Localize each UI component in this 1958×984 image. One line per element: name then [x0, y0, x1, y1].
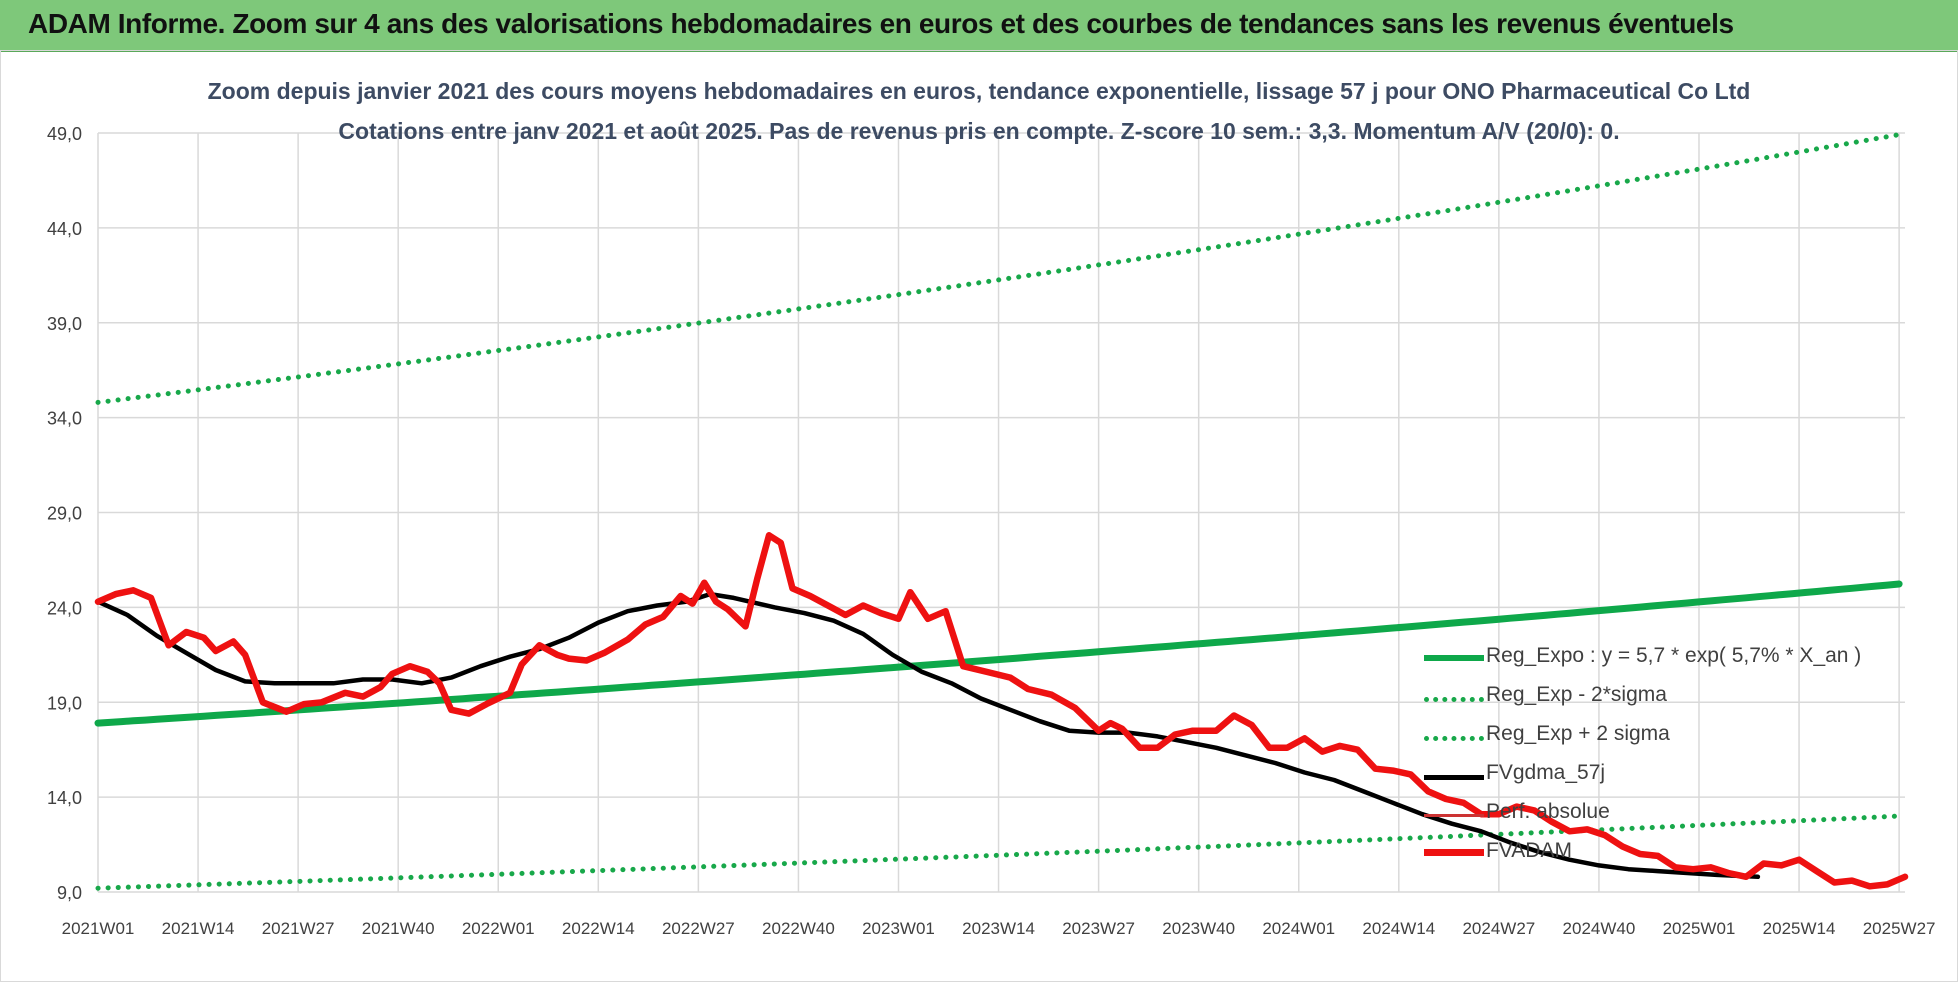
legend-swatch-fvgdma	[1424, 775, 1484, 780]
legend-swatch-reg-expo	[1424, 655, 1484, 661]
legend-label-perf: Perf. absolue	[1486, 800, 1610, 823]
x-tick-label: 2025W01	[1663, 919, 1736, 938]
x-tick-label: 2021W40	[362, 919, 435, 938]
y-tick-label: 19,0	[47, 693, 82, 713]
series-line-band-2	[95, 132, 1902, 405]
series-lines	[94, 132, 1909, 891]
y-tick-label: 44,0	[47, 219, 82, 239]
chart-grid	[97, 132, 1905, 893]
chart-subtitle: Cotations entre janv 2021 et août 2025. …	[338, 118, 1620, 144]
y-tick-label: 14,0	[47, 788, 82, 808]
x-tick-label: 2024W40	[1563, 919, 1636, 938]
x-tick-label: 2023W14	[962, 919, 1035, 938]
x-tick-label: 2022W27	[662, 919, 735, 938]
y-tick-label: 34,0	[47, 409, 82, 429]
x-tick-label: 2023W01	[862, 919, 935, 938]
y-axis-ticks: 9,0 14,0 19,0 24,0 29,0 34,0 39,0 44,0 49,0	[47, 124, 82, 903]
x-tick-label: 2025W14	[1763, 919, 1836, 938]
y-tick-label: 9,0	[57, 883, 82, 903]
legend-label-reg-plus: Reg_Exp + 2 sigma	[1486, 722, 1670, 745]
series-line-band-1	[95, 813, 1902, 891]
legend-label-reg-minus: Reg_Exp - 2*sigma	[1486, 683, 1667, 706]
legend-label-reg-expo: Reg_Expo : y = 5,7 * exp( 5,7% * X_an )	[1486, 644, 1862, 667]
x-tick-label: 2024W27	[1462, 919, 1535, 938]
x-tick-label: 2021W14	[162, 919, 235, 938]
legend-swatch-perf	[1424, 814, 1484, 817]
x-tick-label: 2022W01	[462, 919, 535, 938]
legend-swatch-reg-minus	[1424, 697, 1484, 702]
x-tick-label: 2024W01	[1262, 919, 1335, 938]
legend-swatch-reg-plus	[1424, 736, 1484, 741]
x-tick-label: 2022W14	[562, 919, 635, 938]
chart-title: Zoom depuis janvier 2021 des cours moyen…	[207, 78, 1751, 104]
x-axis-ticks: 2021W01 2021W14 2021W27 2021W40 2022W01 2022W…	[62, 919, 1936, 938]
x-tick-label: 2024W14	[1362, 919, 1435, 938]
x-tick-label: 2025W27	[1863, 919, 1936, 938]
y-tick-label: 39,0	[47, 314, 82, 334]
report-banner: ADAM Informe. Zoom sur 4 ans des valoris…	[0, 0, 1958, 52]
x-tick-label: 2022W40	[762, 919, 835, 938]
y-tick-label: 49,0	[47, 124, 82, 144]
report-title: ADAM Informe. Zoom sur 4 ans des valoris…	[28, 8, 1734, 39]
legend-swatch-fvadam	[1424, 849, 1484, 856]
x-tick-label: 2023W27	[1062, 919, 1135, 938]
series-line-fvg-3	[95, 591, 1761, 880]
legend-label-fvgdma: FVgdma_57j	[1486, 761, 1606, 784]
y-tick-label: 29,0	[47, 504, 82, 524]
x-tick-label: 2021W01	[62, 919, 135, 938]
x-tick-label: 2023W40	[1162, 919, 1235, 938]
legend-label-fvadam: FVADAM	[1486, 839, 1572, 862]
series-line-reg-0	[94, 580, 1903, 727]
x-tick-label: 2021W27	[262, 919, 335, 938]
y-tick-label: 24,0	[47, 598, 82, 618]
series-line-fvadam-4	[94, 532, 1909, 890]
